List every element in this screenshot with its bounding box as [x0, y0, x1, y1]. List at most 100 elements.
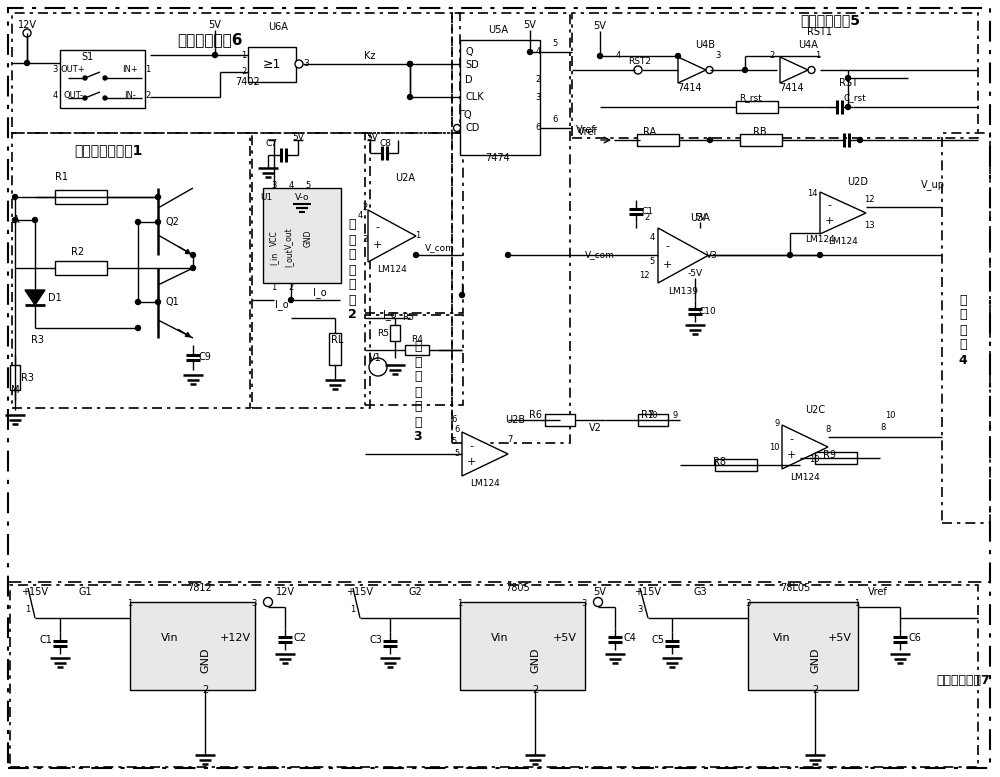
- Text: LM124: LM124: [470, 479, 500, 489]
- Text: I_o: I_o: [313, 287, 327, 298]
- Text: V-o: V-o: [295, 193, 309, 203]
- Circle shape: [32, 218, 38, 222]
- Text: U2B: U2B: [505, 415, 525, 425]
- Text: R7: R7: [641, 410, 655, 420]
- Bar: [452, 13, 570, 443]
- Text: U3A: U3A: [690, 213, 710, 223]
- Polygon shape: [780, 57, 808, 83]
- Text: 12: 12: [640, 270, 650, 280]
- Text: 7414: 7414: [678, 83, 702, 93]
- Text: G1: G1: [78, 587, 92, 597]
- Circle shape: [788, 253, 792, 257]
- Circle shape: [12, 194, 18, 200]
- Text: 比
较
电
路
4: 比 较 电 路 4: [959, 294, 967, 367]
- Text: 3: 3: [363, 235, 368, 245]
- Text: C6: C6: [909, 633, 921, 643]
- Text: ≥1: ≥1: [263, 57, 281, 71]
- Bar: [736, 101, 778, 113]
- Text: 13: 13: [864, 221, 874, 231]
- Text: 7402: 7402: [236, 77, 260, 87]
- Text: 1: 1: [145, 65, 151, 75]
- Circle shape: [808, 67, 815, 74]
- Text: GND: GND: [530, 647, 540, 673]
- Bar: [12, 13, 460, 133]
- Text: 10: 10: [810, 455, 820, 465]
- Text: CD: CD: [465, 123, 479, 133]
- Text: 5: 5: [650, 257, 655, 267]
- Text: 5: 5: [452, 437, 457, 447]
- Bar: [329, 333, 341, 365]
- Bar: [263, 188, 341, 283]
- Text: 1: 1: [127, 598, 133, 608]
- Text: 4: 4: [535, 47, 541, 57]
- Circle shape: [708, 138, 712, 142]
- Circle shape: [594, 598, 602, 607]
- Text: 4: 4: [615, 51, 621, 61]
- Text: 2: 2: [288, 283, 294, 291]
- Text: Q: Q: [465, 47, 473, 57]
- Text: 10: 10: [770, 442, 780, 451]
- Text: 5V: 5V: [366, 134, 378, 142]
- Text: D: D: [465, 75, 473, 85]
- Bar: [365, 133, 463, 313]
- Text: +5V: +5V: [553, 633, 577, 643]
- Text: 3: 3: [52, 65, 58, 75]
- Text: 7812: 7812: [188, 583, 212, 593]
- Text: V1: V1: [369, 353, 381, 363]
- Text: GND: GND: [304, 229, 312, 247]
- Polygon shape: [658, 228, 708, 283]
- Circle shape: [706, 67, 713, 74]
- Text: M: M: [11, 385, 19, 395]
- Text: 5V: 5V: [524, 20, 536, 30]
- Text: Vin: Vin: [773, 633, 791, 643]
- Text: +15V: +15V: [22, 587, 48, 597]
- Text: 5V: 5V: [292, 134, 304, 142]
- Circle shape: [190, 253, 196, 257]
- Circle shape: [846, 75, 850, 81]
- Text: -: -: [827, 200, 831, 211]
- Text: Vref: Vref: [868, 587, 888, 597]
- Text: RB: RB: [753, 127, 767, 137]
- Text: U2D: U2D: [848, 177, 868, 187]
- Circle shape: [83, 96, 87, 100]
- Text: +: +: [372, 240, 382, 250]
- Text: Q1: Q1: [165, 297, 179, 307]
- Text: 12: 12: [864, 196, 874, 204]
- Bar: [638, 414, 668, 426]
- Text: -5V: -5V: [687, 269, 703, 277]
- Text: 12V: 12V: [18, 20, 36, 30]
- Text: 3: 3: [745, 598, 751, 608]
- Circle shape: [156, 299, 160, 305]
- Circle shape: [136, 326, 140, 330]
- Text: +15V: +15V: [347, 587, 374, 597]
- Polygon shape: [782, 425, 828, 469]
- Circle shape: [295, 60, 303, 68]
- Text: RST2: RST2: [629, 57, 652, 67]
- Bar: [572, 13, 978, 138]
- Text: Q2: Q2: [165, 217, 179, 227]
- Circle shape: [103, 96, 107, 100]
- Text: OUT-: OUT-: [63, 90, 83, 99]
- Bar: [252, 133, 370, 408]
- Text: 电源变换电路7: 电源变换电路7: [936, 674, 990, 687]
- Text: R4: R4: [411, 336, 423, 344]
- Text: RST1: RST1: [808, 27, 832, 37]
- Text: Kz: Kz: [364, 51, 376, 61]
- Circle shape: [742, 68, 748, 72]
- Circle shape: [506, 253, 511, 257]
- Text: 4: 4: [288, 180, 294, 190]
- Text: -: -: [375, 221, 379, 232]
- Circle shape: [369, 358, 387, 376]
- Circle shape: [408, 61, 413, 67]
- Text: 2: 2: [645, 214, 650, 222]
- Text: 5V: 5V: [209, 20, 221, 30]
- Circle shape: [598, 54, 602, 58]
- Text: 1: 1: [854, 598, 860, 608]
- Text: SD: SD: [465, 60, 479, 70]
- Circle shape: [676, 54, 680, 58]
- Text: C9: C9: [199, 353, 211, 363]
- Text: +: +: [824, 215, 834, 225]
- Text: RST: RST: [839, 78, 857, 88]
- Text: I_o: I_o: [383, 309, 397, 320]
- Circle shape: [136, 219, 140, 225]
